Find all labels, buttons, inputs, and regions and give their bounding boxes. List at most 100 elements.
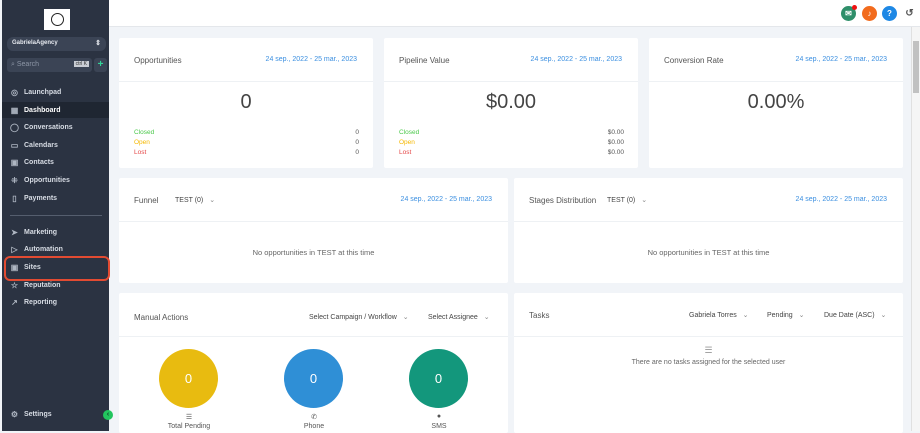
grid-icon: ▦ (10, 105, 19, 115)
sidebar-item-payments[interactable]: ▯ Payments (2, 190, 109, 206)
shortcut-badge: ctrl K (73, 61, 89, 67)
card-title: Stages Distribution (529, 196, 597, 205)
sidebar-item-calendars[interactable]: ▭ Calendars (2, 137, 109, 153)
closed-value: $0.00 (607, 129, 624, 136)
agency-logo[interactable] (44, 9, 70, 30)
funnel-card: Funnel TEST (0) 24 sep., 2022 - 25 mar., 2… (119, 178, 508, 283)
payments-icon: ▯ (12, 193, 17, 203)
tasks-list-icon: ☰ (704, 345, 713, 355)
sidebar-item-conversations[interactable]: ◯ Conversations (2, 119, 109, 135)
send-icon: ➤ (11, 227, 18, 237)
total-pending-count[interactable]: 0 (159, 349, 218, 408)
empty-message: No opportunities in TEST at this time (647, 248, 770, 257)
open-value: $0.00 (607, 139, 624, 146)
label: Payments (24, 194, 58, 202)
opportunities-card: Opportunities 24 sep., 2022 - 25 mar., 20… (119, 38, 373, 168)
quick-add-button[interactable]: + (94, 58, 107, 72)
opportunities-icon: ⁜ (11, 175, 18, 185)
date-range[interactable]: 24 sep., 2022 - 25 mar., 2023 (400, 196, 492, 203)
megaphone-icon[interactable]: ✉ (841, 5, 857, 21)
scrollbar[interactable] (911, 27, 920, 431)
phone-count[interactable]: 0 (284, 349, 343, 408)
label: Conversations (24, 123, 73, 131)
lost-label: Lost (399, 149, 412, 156)
bell-icon[interactable]: ♪ (862, 6, 877, 21)
sidebar-item-automation[interactable]: ▷ Automation (2, 241, 109, 257)
sidebar-item-dashboard[interactable]: ▦ Dashboard (2, 102, 109, 118)
status-dropdown[interactable]: Pending (767, 311, 805, 319)
card-title: Conversion Rate (664, 56, 724, 65)
help-icon[interactable]: ? (882, 6, 897, 21)
tasks-card: Tasks Gabriela Torres Pending Due Date (… (514, 293, 903, 433)
pipeline-dropdown[interactable]: TEST (0) (175, 196, 215, 204)
closed-label: Closed (134, 129, 155, 136)
label: Launchpad (24, 88, 62, 96)
list-icon: ☰ (185, 414, 193, 421)
sidebar-item-reputation[interactable]: ☆ Reputation (2, 277, 109, 293)
empty-message: There are no tasks assigned for the sele… (631, 359, 786, 366)
card-title: Opportunities (134, 56, 182, 65)
sms-icon: ● (436, 413, 442, 420)
sidebar-item-settings[interactable]: ⚙ Settings (2, 406, 109, 422)
manual-actions-card: Manual Actions Select Campaign / Workflow… (119, 293, 508, 433)
card-title: Funnel (134, 196, 159, 205)
label: Contacts (24, 158, 54, 166)
sidebar: GabrielaAgency ⇕ ⌕ Search ctrl K + ◎ Launch… (2, 0, 110, 431)
sms-label: SMS (431, 423, 447, 430)
calendar-icon: ▭ (10, 140, 19, 150)
date-range[interactable]: 24 sep., 2022 - 25 mar., 2023 (795, 196, 887, 203)
pipeline-dropdown[interactable]: TEST (0) (607, 196, 647, 204)
closed-value: 0 (355, 129, 359, 136)
contacts-icon: ▣ (10, 157, 19, 167)
open-value: 0 (355, 139, 359, 146)
conversion-value: 0.00% (747, 91, 805, 113)
sms-count[interactable]: 0 (409, 349, 468, 408)
search-placeholder: Search (16, 61, 40, 68)
card-title: Manual Actions (134, 313, 189, 322)
sidebar-item-sites[interactable]: ▣ Sites (2, 259, 109, 275)
label: Dashboard (24, 106, 61, 114)
open-label: Open (134, 139, 150, 146)
campaign-dropdown[interactable]: Select Campaign / Workflow (309, 313, 409, 321)
date-range[interactable]: 24 sep., 2022 - 25 mar., 2023 (265, 56, 357, 63)
label: Reporting (24, 298, 58, 306)
assignee-dropdown[interactable]: Select Assignee (428, 313, 490, 321)
card-title: Tasks (529, 311, 550, 320)
label: Opportunities (24, 176, 70, 184)
label: Marketing (24, 228, 58, 236)
chat-icon: ◯ (10, 122, 19, 132)
agency-switcher[interactable]: GabrielaAgency ⇕ (7, 37, 106, 51)
stages-distribution-card: Stages Distribution TEST (0) 24 sep., 2022… (514, 178, 903, 283)
sites-highlight-box (4, 256, 110, 281)
empty-message: No opportunities in TEST at this time (252, 248, 375, 257)
date-range[interactable]: 24 sep., 2022 - 25 mar., 2023 (530, 56, 622, 63)
sidebar-item-marketing[interactable]: ➤ Marketing (2, 224, 109, 240)
search-input[interactable]: ⌕ Search ctrl K (7, 58, 92, 72)
user-dropdown[interactable]: Gabriela Torres (689, 311, 749, 319)
label: Settings (24, 410, 52, 418)
trend-icon: ↗ (11, 297, 18, 307)
sidebar-item-opportunities[interactable]: ⁜ Opportunities (2, 172, 109, 188)
label: Calendars (24, 141, 58, 149)
date-range[interactable]: 24 sep., 2022 - 25 mar., 2023 (795, 56, 887, 63)
card-title: Pipeline Value (399, 56, 450, 65)
agency-name: GabrielaAgency (12, 40, 58, 46)
scrollbar-thumb[interactable] (913, 41, 919, 93)
history-icon[interactable]: ↺ (905, 8, 914, 19)
lost-label: Lost (134, 149, 147, 156)
top-bar: ✉ ♪ ? ↺ (109, 0, 920, 27)
sort-dropdown[interactable]: Due Date (ASC) (824, 311, 886, 319)
phone-label: Phone (303, 423, 325, 430)
collapse-sidebar-button[interactable]: ‹ (103, 410, 113, 420)
gear-icon: ⚙ (10, 409, 19, 419)
pipeline-value-card: Pipeline Value 24 sep., 2022 - 25 mar., 2… (384, 38, 638, 168)
total-pending-label: Total Pending (167, 423, 211, 430)
rocket-icon: ◎ (11, 87, 18, 97)
sidebar-item-launchpad[interactable]: ◎ Launchpad (2, 84, 109, 100)
open-label: Open (399, 139, 415, 146)
automation-icon: ▷ (11, 244, 18, 254)
closed-label: Closed (399, 129, 420, 136)
sidebar-item-contacts[interactable]: ▣ Contacts (2, 154, 109, 170)
sidebar-item-reporting[interactable]: ↗ Reporting (2, 294, 109, 310)
chevron-updown-icon: ⇕ (95, 40, 101, 47)
